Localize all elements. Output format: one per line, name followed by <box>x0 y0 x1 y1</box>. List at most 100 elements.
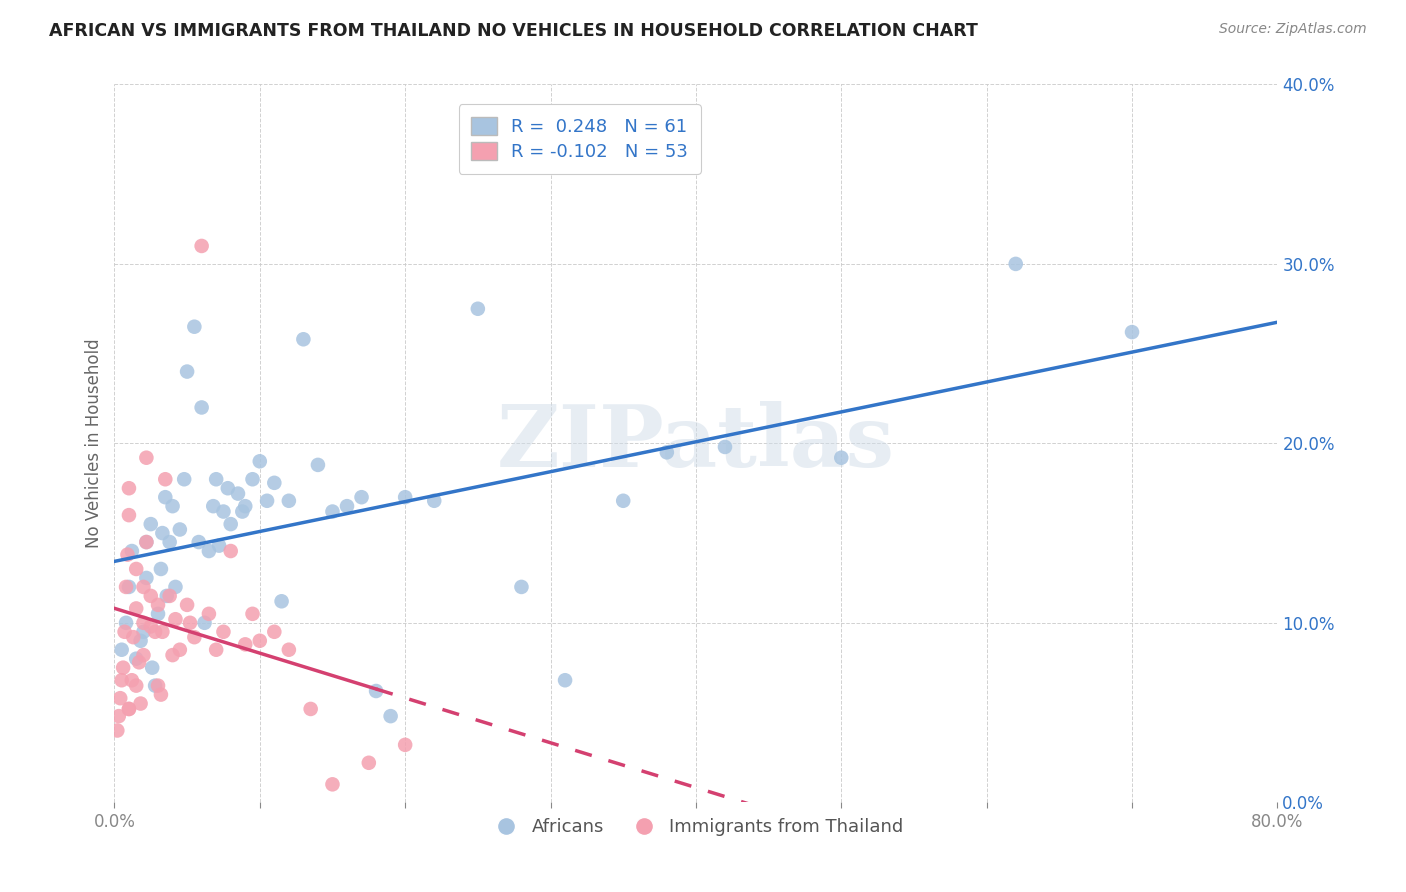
Point <box>135 535 157 549</box>
Text: ZIPatlas: ZIPatlas <box>496 401 894 485</box>
Point <box>299 702 322 716</box>
Point <box>187 535 209 549</box>
Point <box>159 535 181 549</box>
Point <box>117 548 139 562</box>
Point <box>226 486 249 500</box>
Point <box>162 648 184 662</box>
Point <box>321 777 343 791</box>
Point <box>155 472 177 486</box>
Point <box>394 490 416 504</box>
Point <box>510 580 533 594</box>
Point <box>143 624 166 639</box>
Legend: Africans, Immigrants from Thailand: Africans, Immigrants from Thailand <box>481 811 911 844</box>
Point <box>155 490 177 504</box>
Point <box>183 319 205 334</box>
Point <box>270 594 292 608</box>
Point <box>212 504 235 518</box>
Point <box>350 490 373 504</box>
Point <box>198 607 221 621</box>
Point <box>165 580 187 594</box>
Point <box>112 661 135 675</box>
Point <box>292 332 315 346</box>
Point <box>173 472 195 486</box>
Point <box>321 504 343 518</box>
Point <box>380 709 402 723</box>
Point <box>423 493 446 508</box>
Point <box>115 580 138 594</box>
Point <box>110 691 132 706</box>
Point <box>132 580 155 594</box>
Point <box>118 508 141 523</box>
Point <box>118 702 141 716</box>
Point <box>135 450 157 465</box>
Point <box>105 723 128 738</box>
Point <box>219 544 242 558</box>
Point <box>149 562 172 576</box>
Point <box>655 445 678 459</box>
Point <box>263 624 285 639</box>
Point <box>277 642 299 657</box>
Point <box>129 633 152 648</box>
Point <box>242 607 264 621</box>
Point <box>357 756 380 770</box>
Point <box>118 481 141 495</box>
Point <box>121 673 143 688</box>
Point <box>231 504 253 518</box>
Point <box>125 651 148 665</box>
Point <box>212 624 235 639</box>
Point <box>336 499 359 513</box>
Text: Source: ZipAtlas.com: Source: ZipAtlas.com <box>1219 22 1367 37</box>
Point <box>612 493 634 508</box>
Point <box>162 499 184 513</box>
Point <box>217 481 239 495</box>
Point <box>111 642 134 657</box>
Point <box>125 601 148 615</box>
Point <box>165 612 187 626</box>
Point <box>205 472 228 486</box>
Point <box>118 702 141 716</box>
Point <box>146 679 169 693</box>
Point <box>139 517 162 532</box>
Point <box>132 624 155 639</box>
Point <box>146 598 169 612</box>
Point <box>1121 325 1143 339</box>
Point <box>830 450 852 465</box>
Point <box>156 589 179 603</box>
Point <box>179 615 201 630</box>
Point <box>149 688 172 702</box>
Point <box>132 648 155 662</box>
Point <box>263 475 285 490</box>
Point <box>307 458 329 472</box>
Point <box>125 679 148 693</box>
Point <box>150 624 173 639</box>
Point <box>467 301 489 316</box>
Point <box>118 580 141 594</box>
Point <box>128 655 150 669</box>
Point <box>277 493 299 508</box>
Point <box>121 544 143 558</box>
Point <box>139 619 162 633</box>
Point <box>219 517 242 532</box>
Point <box>169 642 191 657</box>
Point <box>132 615 155 630</box>
Point <box>242 472 264 486</box>
Point <box>111 673 134 688</box>
Point <box>122 630 145 644</box>
Point <box>146 607 169 621</box>
Point <box>176 365 198 379</box>
Point <box>205 642 228 657</box>
Y-axis label: No Vehicles in Household: No Vehicles in Household <box>86 339 103 549</box>
Point <box>198 544 221 558</box>
Point <box>114 624 136 639</box>
Point <box>1004 257 1026 271</box>
Point <box>233 499 256 513</box>
Point <box>554 673 576 688</box>
Text: AFRICAN VS IMMIGRANTS FROM THAILAND NO VEHICLES IN HOUSEHOLD CORRELATION CHART: AFRICAN VS IMMIGRANTS FROM THAILAND NO V… <box>49 22 979 40</box>
Point <box>714 440 737 454</box>
Point <box>115 615 138 630</box>
Point <box>364 684 387 698</box>
Point <box>202 499 225 513</box>
Point <box>208 539 231 553</box>
Point <box>135 571 157 585</box>
Point <box>135 535 157 549</box>
